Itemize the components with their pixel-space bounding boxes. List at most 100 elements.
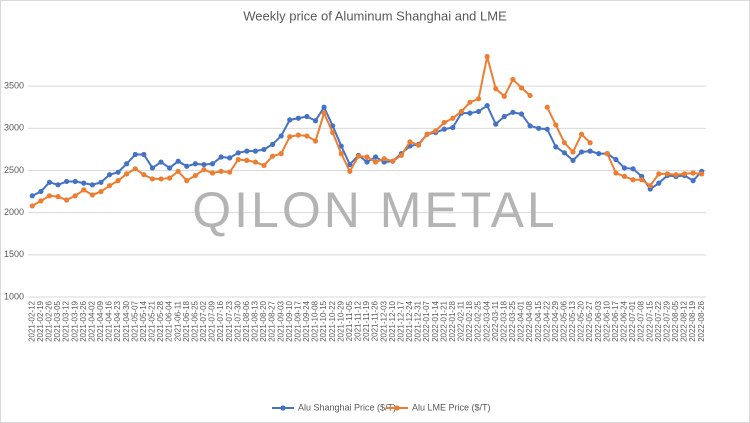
data-point xyxy=(209,161,216,167)
x-tick-label: 2021-03-12 xyxy=(62,300,71,341)
data-point xyxy=(295,115,301,121)
x-tick-label: 2022-08-05 xyxy=(671,300,680,341)
data-point xyxy=(98,188,104,195)
data-point xyxy=(218,168,224,174)
x-tick-label: 2021-04-02 xyxy=(87,300,96,341)
x-tick-label: 2022-05-27 xyxy=(585,300,594,341)
y-tick-label: 3000 xyxy=(4,123,24,133)
x-tick-label: 2021-05-14 xyxy=(139,300,148,341)
data-point xyxy=(561,150,567,156)
data-point xyxy=(699,171,705,177)
legend-label: Alu LME Price ($/T) xyxy=(412,402,491,412)
x-tick-label: 2021-06-04 xyxy=(165,300,174,341)
x-tick-label: 2021-06-11 xyxy=(173,300,182,341)
x-tick-label: 2022-04-15 xyxy=(534,300,543,341)
legend-marker xyxy=(280,405,286,411)
x-tick-label: 2021-11-26 xyxy=(371,300,380,341)
x-tick-label: 2021-08-06 xyxy=(242,300,251,341)
data-point xyxy=(261,146,267,153)
y-tick-label: 1000 xyxy=(4,291,24,301)
x-tick-label: 2022-05-13 xyxy=(568,300,577,341)
data-point xyxy=(578,149,585,155)
data-point xyxy=(398,152,404,158)
x-tick-label: 2021-04-09 xyxy=(96,300,105,341)
data-point xyxy=(613,156,619,163)
data-point xyxy=(484,102,490,109)
data-point xyxy=(29,203,35,209)
x-tick-label: 2021-12-17 xyxy=(396,300,405,341)
legend-marker xyxy=(394,405,400,411)
data-point xyxy=(158,176,164,182)
data-point xyxy=(330,129,336,136)
x-tick-label: 2021-04-23 xyxy=(113,300,122,341)
x-tick-label: 2022-07-29 xyxy=(662,300,671,341)
data-point xyxy=(544,126,550,132)
data-point xyxy=(167,175,173,181)
data-point xyxy=(536,125,542,131)
x-tick-label: 2021-07-30 xyxy=(233,300,242,341)
data-point xyxy=(192,172,198,179)
data-point xyxy=(355,153,362,159)
data-point xyxy=(630,166,636,172)
x-tick-label: 2021-02-12 xyxy=(27,300,36,341)
x-tick-label: 2022-01-21 xyxy=(439,300,448,341)
x-tick-label: 2021-02-26 xyxy=(45,300,54,341)
data-point xyxy=(209,170,216,176)
data-point xyxy=(518,85,525,91)
x-tick-label: 2022-01-07 xyxy=(422,300,431,341)
data-point xyxy=(390,158,396,164)
data-point xyxy=(98,179,104,185)
x-tick-label: 2022-07-15 xyxy=(645,300,654,341)
x-tick-label: 2022-06-24 xyxy=(620,300,629,341)
data-point xyxy=(372,159,379,165)
data-point xyxy=(72,193,78,199)
data-point xyxy=(347,161,353,168)
data-point xyxy=(29,193,35,199)
y-tick-label: 1500 xyxy=(4,249,24,259)
data-point xyxy=(639,177,645,183)
x-tick-label: 2021-11-05 xyxy=(345,300,354,341)
data-point xyxy=(424,131,430,137)
data-point xyxy=(312,138,319,144)
data-point xyxy=(252,148,259,154)
x-tick-label: 2021-09-17 xyxy=(293,300,302,341)
data-point xyxy=(433,128,439,134)
x-tick-label: 2022-03-18 xyxy=(499,300,508,341)
data-point xyxy=(613,170,619,176)
x-tick-label: 2021-04-16 xyxy=(105,300,114,341)
data-point xyxy=(656,180,662,186)
data-point xyxy=(630,177,636,183)
x-tick-label: 2021-08-27 xyxy=(268,300,277,341)
data-point xyxy=(407,139,413,145)
data-point xyxy=(570,157,576,163)
x-tick-label: 2021-06-18 xyxy=(182,300,191,341)
data-point xyxy=(175,168,181,174)
data-point xyxy=(527,123,533,129)
data-point xyxy=(252,159,259,165)
data-point xyxy=(604,151,610,157)
x-tick-label: 2022-07-22 xyxy=(654,300,663,341)
x-tick-label: 2021-12-10 xyxy=(388,300,397,341)
data-point xyxy=(46,179,53,185)
data-point xyxy=(518,111,525,117)
data-point xyxy=(544,104,550,110)
legend-label: Alu Shanghai Price ($/T) xyxy=(298,402,396,412)
data-point xyxy=(690,170,696,176)
x-tick-label: 2021-03-19 xyxy=(70,300,79,341)
x-tick-label: 2022-08-19 xyxy=(688,300,697,341)
data-point xyxy=(106,183,113,189)
x-tick-label: 2022-06-10 xyxy=(602,300,611,341)
x-tick-label: 2021-10-08 xyxy=(311,300,320,341)
data-point xyxy=(656,171,662,177)
data-point xyxy=(364,154,370,160)
data-point xyxy=(89,182,95,188)
x-tick-label: 2021-12-03 xyxy=(379,300,388,341)
x-tick-label: 2022-03-04 xyxy=(482,300,491,341)
data-point xyxy=(664,171,670,177)
data-point xyxy=(578,131,585,137)
data-point xyxy=(621,165,628,171)
x-tick-label: 2021-06-25 xyxy=(190,300,199,341)
data-point xyxy=(372,154,379,160)
data-point xyxy=(81,180,87,186)
data-point xyxy=(287,117,293,123)
